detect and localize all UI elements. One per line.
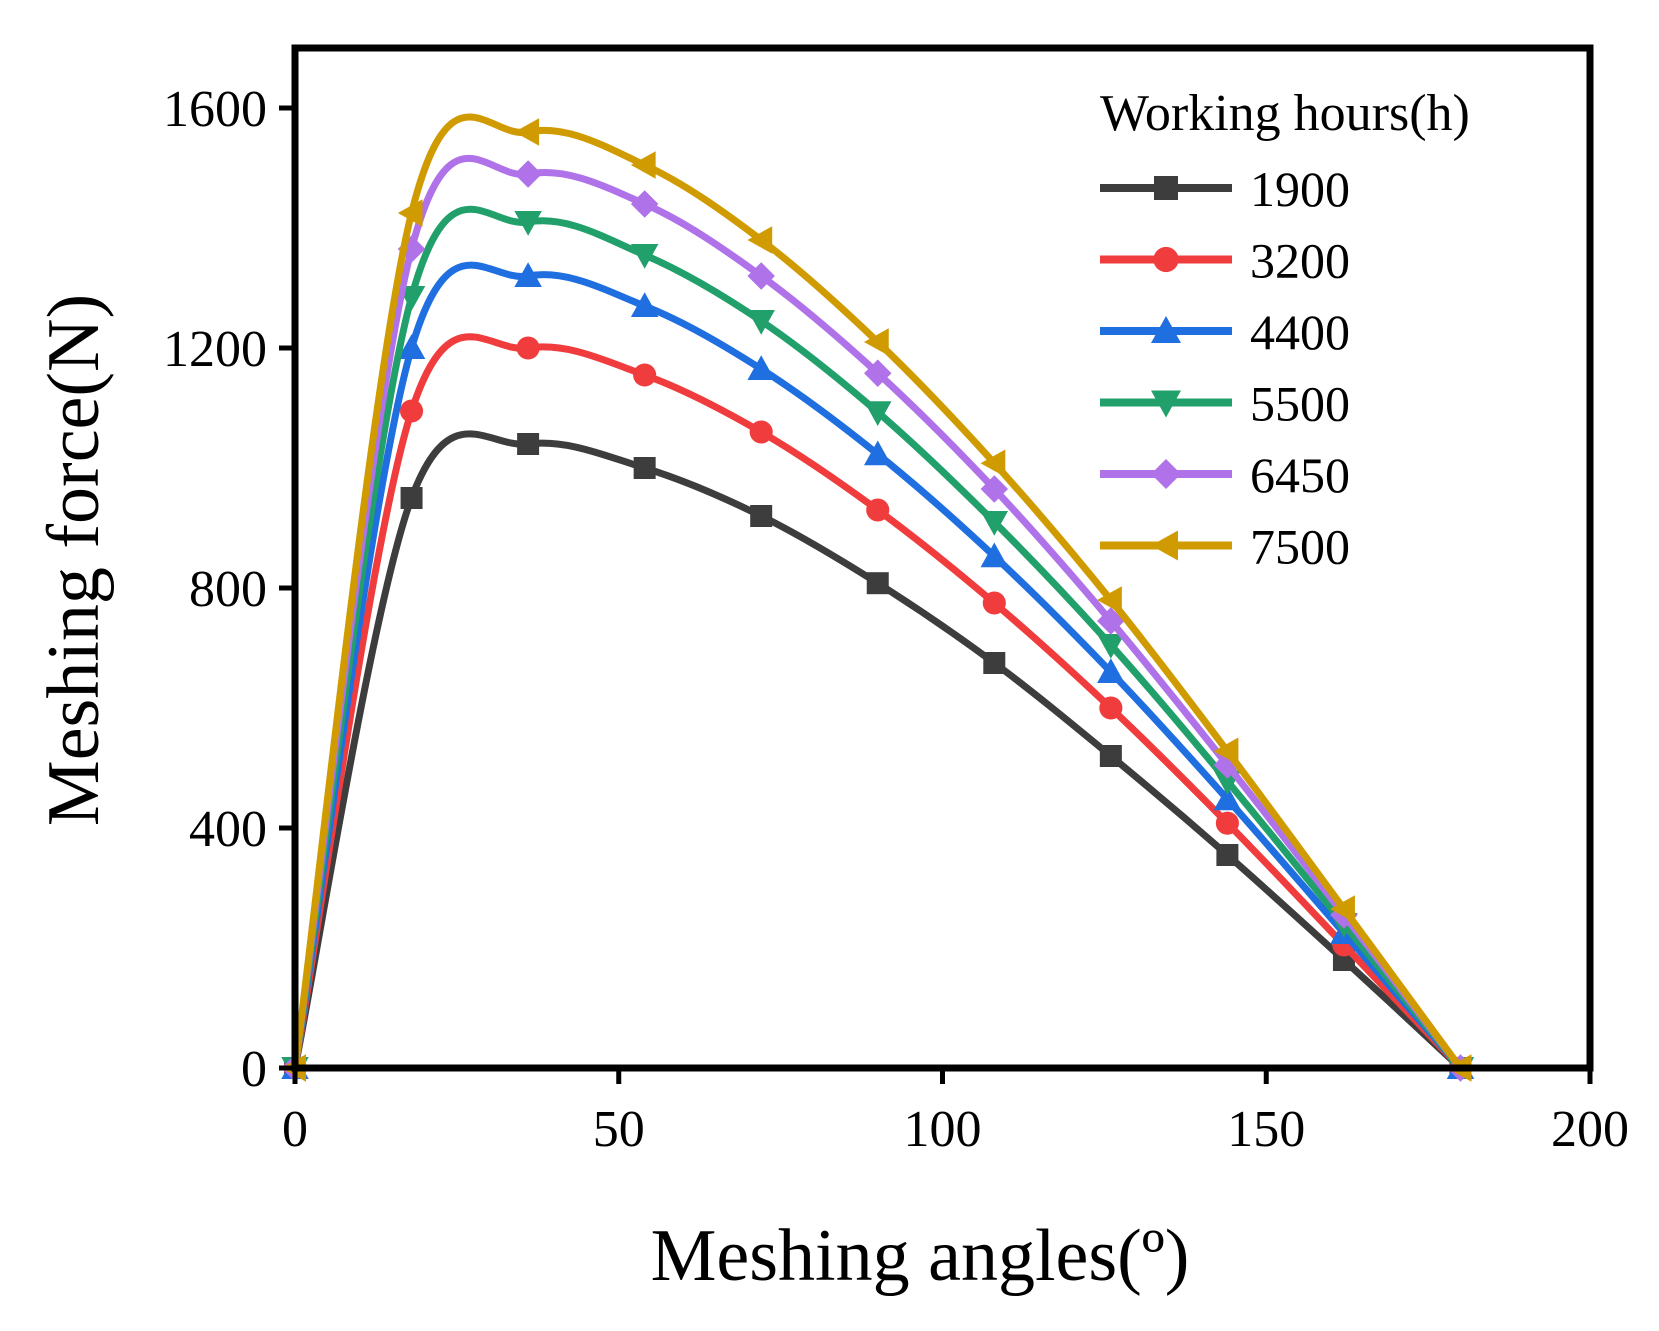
y-tick-label: 800 bbox=[189, 561, 267, 618]
data-point-7500-144 bbox=[1213, 737, 1239, 765]
data-point-4400-108 bbox=[980, 542, 1009, 568]
legend-item-1900: 1900 bbox=[1100, 161, 1350, 217]
data-point-5500-36 bbox=[514, 211, 542, 236]
data-point-4400-90 bbox=[864, 440, 892, 466]
legend-item-7500: 7500 bbox=[1100, 519, 1350, 575]
y-tick-label: 0 bbox=[241, 1041, 267, 1098]
data-point-6450-90 bbox=[864, 359, 892, 387]
data-point-3200-126 bbox=[1099, 696, 1123, 720]
data-point-4400-18 bbox=[397, 334, 426, 359]
x-tick-label: 200 bbox=[1551, 1101, 1629, 1158]
legend-swatch-marker bbox=[1153, 246, 1179, 273]
data-point-7500-72 bbox=[747, 226, 773, 254]
data-point-7500-126 bbox=[1097, 586, 1122, 614]
data-point-1900-54 bbox=[633, 457, 656, 479]
data-point-6450-54 bbox=[630, 190, 659, 218]
data-point-1900-90 bbox=[866, 572, 889, 595]
series-line-7500 bbox=[291, 113, 1464, 1071]
data-point-3200-90 bbox=[866, 498, 890, 522]
x-tick-label: 50 bbox=[593, 1101, 645, 1158]
legend-swatch-marker bbox=[1151, 459, 1181, 489]
series-layer bbox=[281, 113, 1475, 1082]
y-axis-title: Meshing force(N) bbox=[33, 294, 115, 826]
y-tick-label: 1200 bbox=[163, 321, 267, 378]
series-line-4400 bbox=[291, 261, 1464, 1071]
legend-swatch-marker bbox=[1151, 390, 1181, 418]
data-point-1900-108 bbox=[983, 652, 1006, 674]
legend-item-4400: 4400 bbox=[1100, 304, 1350, 360]
legend: Working hours(h) 1900 3200 4400 5500 6450 750… bbox=[1100, 85, 1470, 575]
y-tick-label: 1600 bbox=[163, 81, 267, 138]
legend-swatch-marker bbox=[1151, 316, 1181, 343]
data-point-4400-54 bbox=[630, 292, 659, 317]
data-point-6450-36 bbox=[514, 160, 542, 188]
series-1900 bbox=[284, 430, 1472, 1079]
data-point-1900-144 bbox=[1216, 844, 1239, 866]
y-tick-label: 400 bbox=[189, 801, 267, 858]
data-point-4400-36 bbox=[514, 262, 542, 287]
data-point-5500-90 bbox=[864, 401, 892, 426]
data-point-7500-54 bbox=[630, 151, 656, 179]
data-point-1900-18 bbox=[400, 487, 423, 509]
data-point-3200-54 bbox=[633, 363, 657, 387]
data-point-3200-36 bbox=[516, 336, 540, 360]
data-point-6450-108 bbox=[980, 475, 1009, 503]
data-point-4400-126 bbox=[1097, 658, 1125, 683]
series-7500 bbox=[281, 113, 1472, 1082]
legend-label: 4400 bbox=[1250, 304, 1350, 360]
data-point-3200-72 bbox=[749, 420, 773, 444]
legend-swatch-marker bbox=[1151, 530, 1178, 561]
data-point-5500-126 bbox=[1097, 634, 1125, 659]
legend-label: 5500 bbox=[1250, 376, 1350, 432]
data-point-4400-72 bbox=[747, 355, 775, 380]
x-tick-label: 0 bbox=[282, 1101, 308, 1158]
series-line-6450 bbox=[291, 154, 1464, 1071]
legend-label: 6450 bbox=[1250, 447, 1350, 503]
data-point-3200-108 bbox=[982, 591, 1006, 615]
data-point-6450-72 bbox=[747, 262, 775, 290]
x-tick-label: 150 bbox=[1227, 1101, 1305, 1158]
data-point-7500-108 bbox=[980, 449, 1006, 477]
legend-swatch-marker bbox=[1154, 176, 1178, 200]
data-point-3200-18 bbox=[400, 399, 424, 423]
legend-label: 7500 bbox=[1250, 519, 1350, 575]
data-point-7500-162 bbox=[1330, 895, 1355, 923]
data-point-4400-144 bbox=[1213, 785, 1242, 811]
x-tick-label: 100 bbox=[904, 1101, 982, 1158]
x-axis-title: Meshing angles(º) bbox=[651, 1215, 1190, 1297]
data-point-7500-36 bbox=[514, 118, 540, 146]
data-point-5500-108 bbox=[980, 511, 1009, 536]
ticks-layer: 0 50 100 150 200 0 400 800 1200 1600 bbox=[163, 81, 1629, 1158]
legend-item-5500: 5500 bbox=[1100, 376, 1350, 432]
legend-title: Working hours(h) bbox=[1100, 85, 1470, 142]
data-point-7500-18 bbox=[397, 199, 423, 227]
data-point-7500-90 bbox=[864, 328, 889, 356]
data-point-1900-36 bbox=[517, 433, 540, 455]
legend-item-3200: 3200 bbox=[1100, 233, 1350, 289]
data-point-3200-144 bbox=[1215, 811, 1239, 835]
legend-label: 3200 bbox=[1250, 233, 1350, 289]
legend-item-6450: 6450 bbox=[1100, 447, 1350, 503]
data-point-5500-72 bbox=[747, 310, 775, 335]
data-point-1900-72 bbox=[750, 505, 773, 527]
series-6450 bbox=[281, 154, 1475, 1082]
data-point-5500-54 bbox=[630, 244, 659, 269]
legend-label: 1900 bbox=[1250, 161, 1350, 217]
data-point-1900-126 bbox=[1099, 745, 1122, 767]
